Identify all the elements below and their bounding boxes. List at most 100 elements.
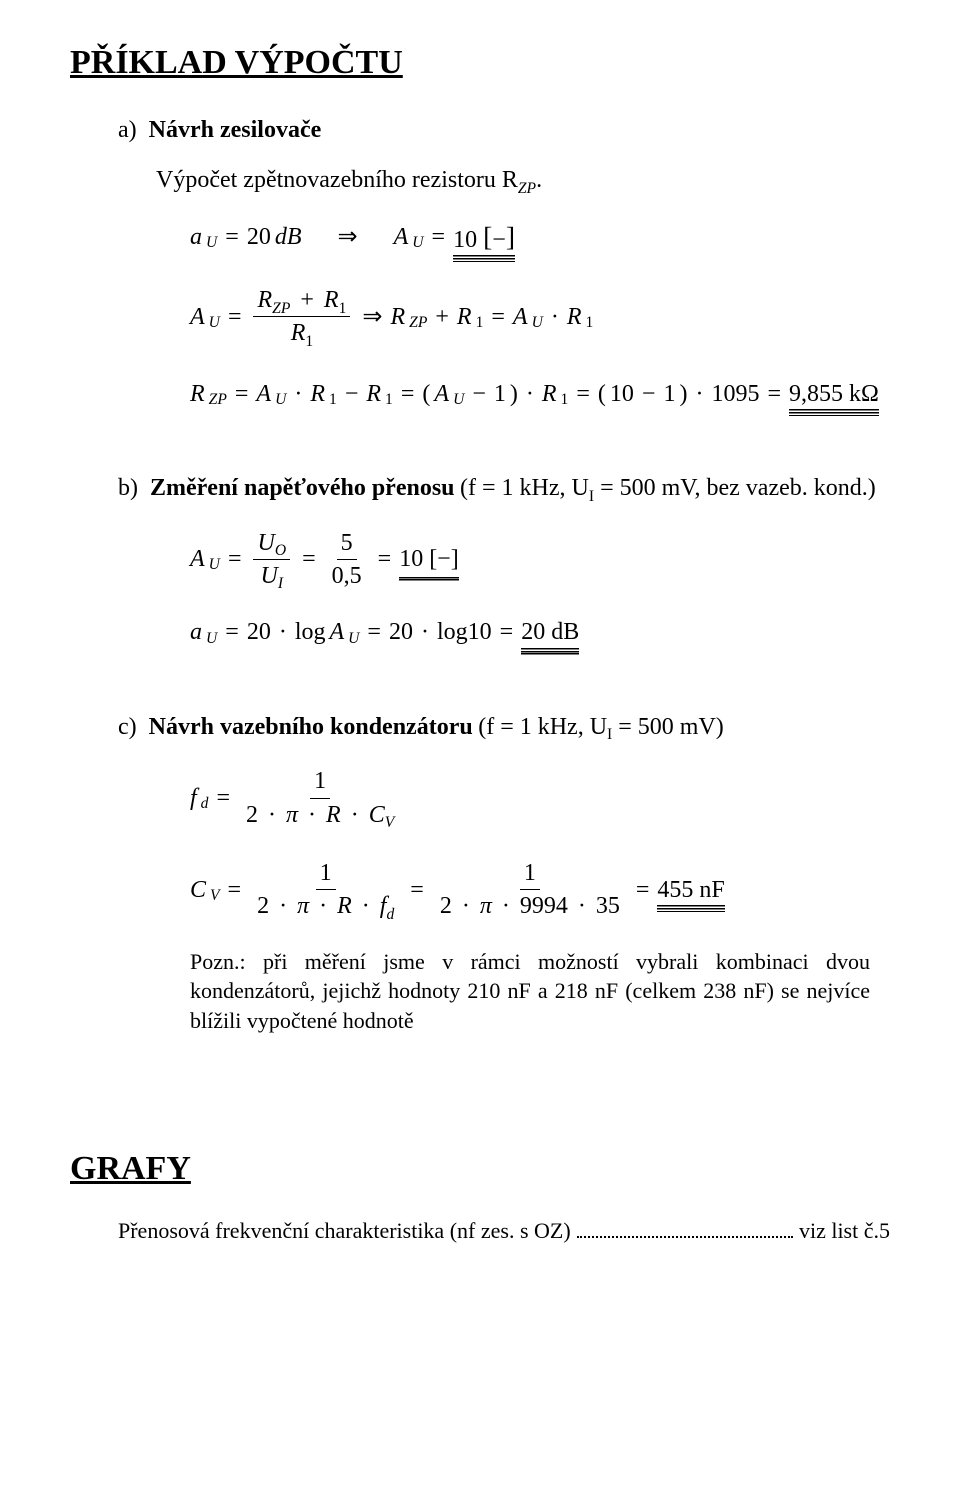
eq-a1-eq2: = <box>428 221 450 253</box>
eq-c1-dot1b: · <box>304 802 320 828</box>
eq-c2-35: 35 <box>596 893 620 919</box>
eq-b1-eq: = <box>224 543 246 575</box>
eq-b2-dot: · <box>275 616 291 648</box>
section-a: a) Návrh zesilovače <box>118 114 890 146</box>
eq-b1-result: 10 [−] <box>399 543 459 575</box>
eq-a3-rp2: ) <box>679 378 687 410</box>
eq-b2-a: a <box>190 616 202 648</box>
eq-b2-log: log <box>295 616 326 648</box>
eq-a3-rp: ) <box>510 378 518 410</box>
eq-a2-denRsub: 1 <box>305 333 313 350</box>
page-title: PŘÍKLAD VÝPOČTU <box>70 40 890 86</box>
section-c-heading: c) Návrh vazebního kondenzátoru <box>118 711 473 743</box>
section-b: b) Změření napěťového přenosu (f = 1 kHz… <box>118 472 890 504</box>
eq-a2-r2ZP: ZP <box>409 312 427 333</box>
eq-a3-minus: − <box>341 378 363 410</box>
eq-a3-m: − <box>468 378 490 410</box>
eq-a1-a: a <box>190 221 202 253</box>
eq-a1: aU = 20dB ⇒ AU = 10 [−] <box>190 219 890 256</box>
eq-c1: fd = 1 2 · π · R · CV <box>190 765 890 831</box>
eq-a2-r2R1sub: 1 <box>476 312 484 333</box>
eq-a2-r2R: R <box>390 301 405 333</box>
eq-a1-asub: U <box>206 232 217 253</box>
eq-c2-result: 455 nF <box>657 874 724 906</box>
eq-b2-20: 20 <box>247 616 271 648</box>
eq-b2-eq3: = <box>496 616 518 648</box>
eq-b2-asub: U <box>206 628 217 649</box>
eq-a3-lp: ( <box>422 378 430 410</box>
eq-a1-20: 20 <box>247 221 271 253</box>
eq-a2-eq: = <box>224 301 246 333</box>
section-c-title: Návrh vazebního kondenzátoru <box>149 714 473 740</box>
eq-a2-r2A: A <box>513 301 528 333</box>
section-c-letter: c) <box>118 714 137 740</box>
section-b-params: (f = 1 kHz, UI = 500 mV, bez vazeb. kond… <box>460 475 876 501</box>
eq-a3-R1bsub: 1 <box>385 389 393 410</box>
section-c-note: Pozn.: při měření jsme v rámci možností … <box>190 947 870 1036</box>
section-a-subhead-tail: . <box>536 167 542 193</box>
eq-c2: CV = 1 2 · π · R · fd = 1 2 · π · 9994 ·… <box>190 857 890 923</box>
eq-c2-pi2: π <box>480 893 492 919</box>
eq-a3-Asub: U <box>275 389 286 410</box>
eq-c2-dot: · <box>275 893 291 919</box>
eq-b1-Uo-U: U <box>257 530 274 556</box>
eq-a3-R1: R <box>310 378 325 410</box>
section-b-title: Změření napěťového přenosu <box>150 475 455 501</box>
eq-b1-frac2: 5 0,5 <box>328 527 366 593</box>
eq-c1-eq: = <box>212 782 234 814</box>
eq-c1-dot2: · <box>347 802 363 828</box>
eq-a2-A: A <box>190 301 205 333</box>
eq-c2-dot3: · <box>458 893 474 919</box>
eq-a2-imply: ⇒ <box>358 301 386 333</box>
eq-c1-fd: d <box>201 793 209 814</box>
eq-c2-C: C <box>190 874 206 906</box>
eq-a2-RZP-sub: ZP <box>272 300 290 317</box>
eq-a2-dot: · <box>547 301 563 333</box>
section-a-subhead: Výpočet zpětnovazebního rezistoru RZP. <box>156 164 890 196</box>
eq-c1-1: 1 <box>310 765 330 798</box>
eq-c1-frac: 1 2 · π · R · CV <box>242 765 398 831</box>
eq-a2-denR: R <box>291 320 306 346</box>
eq-b1-A: A <box>190 543 205 575</box>
eq-a3-eq2: = <box>397 378 419 410</box>
eq-c1-Cv: V <box>385 814 395 831</box>
section-c-params-a: (f = 1 kHz, U <box>478 714 607 740</box>
eq-b1-eq2: = <box>298 543 320 575</box>
eq-a1-A: A <box>394 221 409 253</box>
eq-c2-dot1b: · <box>315 893 331 919</box>
eq-a3-ten: 10 <box>610 378 634 410</box>
eq-c1-C: C <box>369 802 385 828</box>
eq-a1-rb: ] <box>506 221 515 252</box>
eq-a3-A2: A <box>434 378 449 410</box>
eq-c2-1: 1 <box>316 857 336 890</box>
eq-a2-r2eq: = <box>487 301 509 333</box>
eq-c2-pi: π <box>297 893 309 919</box>
section-c-params-b: = 500 mV) <box>612 714 724 740</box>
eq-b1: AU = UO UI = 5 0,5 = 10 [−] <box>190 527 890 593</box>
eq-b2-result: 20 dB <box>521 616 579 648</box>
eq-a2-R1: R <box>324 287 339 313</box>
eq-b1-unit: [−] <box>429 546 459 572</box>
section-b-letter: b) <box>118 475 138 501</box>
eq-a3-R1csub: 1 <box>561 389 569 410</box>
eq-a2-R1sub: 1 <box>339 300 347 317</box>
eq-a3-one1: 1 <box>494 378 506 410</box>
eq-c2-2b: 2 <box>440 893 452 919</box>
grafy-line: Přenosová frekvenční charakteristika (nf… <box>118 1216 890 1246</box>
eq-c2-dot3b: · <box>498 893 514 919</box>
eq-a2: AU = RZP + R1 R1 ⇒ RZP + R1 = AU · R1 <box>190 284 890 350</box>
eq-a2-r2R1: R <box>457 301 472 333</box>
eq-c2-Cv: V <box>210 885 220 906</box>
eq-a3-1095: 1095 <box>711 378 759 410</box>
eq-b2: aU = 20 · log AU = 20 · log10 = 20 dB <box>190 616 890 648</box>
eq-a3-ZP: ZP <box>209 389 227 410</box>
eq-a2-Asub: U <box>209 312 220 333</box>
grafy-left: Přenosová frekvenční charakteristika (nf… <box>118 1216 571 1246</box>
eq-b2-Asub: U <box>348 628 359 649</box>
eq-a3-A: A <box>256 378 271 410</box>
grafy-right: viz list č.5 <box>799 1216 890 1246</box>
eq-a2-RZP-R: R <box>257 287 272 313</box>
eq-c1-2: 2 <box>246 802 258 828</box>
eq-c2-fd: d <box>386 906 394 923</box>
eq-a1-lb: [ <box>483 221 492 252</box>
